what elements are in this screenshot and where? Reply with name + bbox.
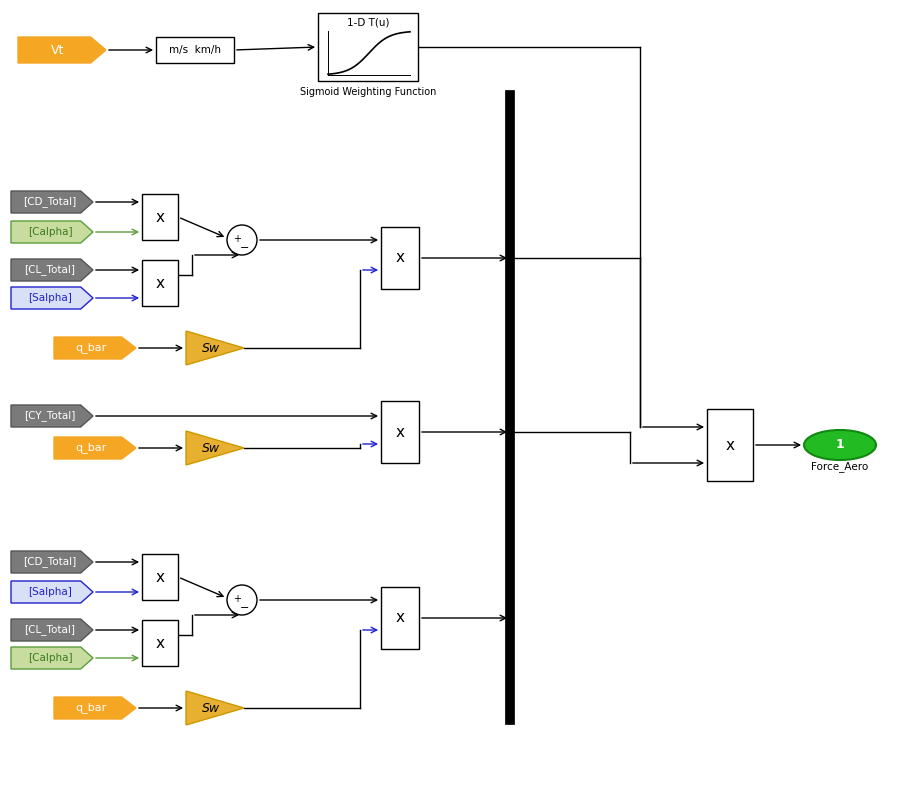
Text: [Calpha]: [Calpha]: [28, 653, 72, 663]
Text: +: +: [234, 234, 242, 244]
Bar: [156, 37, 234, 63]
Polygon shape: [186, 691, 244, 725]
Bar: [381, 227, 419, 289]
Polygon shape: [11, 581, 93, 603]
Text: [Calpha]: [Calpha]: [28, 227, 72, 237]
Text: Force_Aero: Force_Aero: [812, 462, 869, 473]
Text: Sw: Sw: [201, 701, 220, 715]
Text: x: x: [395, 251, 404, 266]
Text: +: +: [234, 594, 242, 604]
Polygon shape: [11, 287, 93, 309]
Polygon shape: [54, 437, 136, 459]
Bar: [142, 194, 178, 240]
Bar: [142, 620, 178, 666]
Text: q_bar: q_bar: [75, 703, 106, 713]
Text: Vt: Vt: [51, 43, 64, 57]
Text: Sw: Sw: [201, 341, 220, 355]
Text: [Salpha]: [Salpha]: [28, 587, 72, 597]
Polygon shape: [11, 191, 93, 213]
Text: q_bar: q_bar: [75, 443, 106, 453]
Polygon shape: [186, 431, 244, 465]
Text: Sigmoid Weighting Function: Sigmoid Weighting Function: [299, 87, 437, 97]
Text: x: x: [725, 437, 734, 452]
Bar: [142, 260, 178, 306]
Polygon shape: [11, 647, 93, 669]
Text: [Salpha]: [Salpha]: [28, 293, 72, 303]
Text: x: x: [155, 635, 164, 651]
Polygon shape: [11, 259, 93, 281]
Bar: [381, 401, 419, 463]
Polygon shape: [11, 619, 93, 641]
Ellipse shape: [804, 430, 876, 460]
Polygon shape: [11, 221, 93, 243]
Text: x: x: [395, 611, 404, 626]
Bar: [142, 554, 178, 600]
Text: −: −: [240, 603, 250, 612]
Polygon shape: [186, 331, 244, 365]
Text: −: −: [240, 243, 250, 252]
Bar: [318, 13, 418, 81]
Text: 1: 1: [835, 437, 844, 451]
Polygon shape: [11, 551, 93, 573]
Text: 1-D T(u): 1-D T(u): [346, 17, 390, 27]
Text: [CL_Total]: [CL_Total]: [24, 265, 76, 276]
Text: [CD_Total]: [CD_Total]: [23, 196, 77, 207]
Bar: [381, 587, 419, 649]
Text: q_bar: q_bar: [75, 343, 106, 354]
Circle shape: [227, 585, 257, 615]
Polygon shape: [54, 337, 136, 359]
Text: x: x: [155, 210, 164, 225]
Text: [CD_Total]: [CD_Total]: [23, 556, 77, 567]
Polygon shape: [11, 405, 93, 427]
Text: m/s  km/h: m/s km/h: [169, 45, 221, 55]
Polygon shape: [18, 37, 106, 63]
Circle shape: [227, 225, 257, 255]
Text: [CL_Total]: [CL_Total]: [24, 625, 76, 635]
Polygon shape: [54, 697, 136, 719]
Bar: [707, 409, 753, 481]
Text: x: x: [155, 570, 164, 585]
Text: Sw: Sw: [201, 441, 220, 455]
Text: [CY_Total]: [CY_Total]: [24, 411, 76, 422]
Text: x: x: [155, 276, 164, 291]
Text: x: x: [395, 425, 404, 440]
